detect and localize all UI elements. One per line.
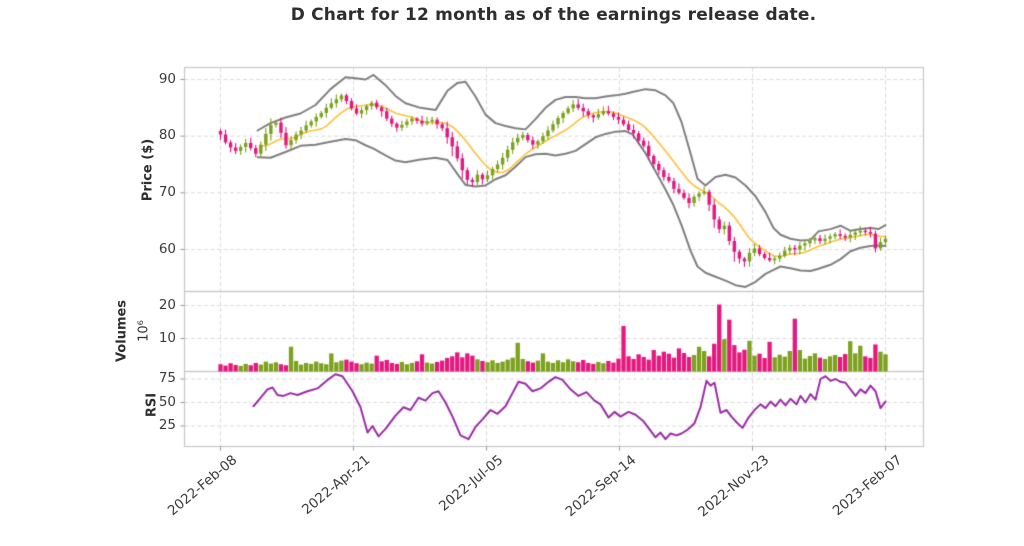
y-tick-label: 25 xyxy=(158,417,176,433)
chart-title: D Chart for 12 month as of the earnings … xyxy=(290,5,817,25)
y-tick-label: 50 xyxy=(158,393,176,410)
y-tick-label: 90 xyxy=(158,70,176,87)
y-tick-label: 20 xyxy=(158,296,176,313)
y-tick-label: 10 xyxy=(158,329,176,346)
y-tick-label: 75 xyxy=(158,370,176,386)
y-tick-label: 80 xyxy=(158,127,176,144)
y-tick-label: 70 xyxy=(158,183,176,200)
y-tick-label: 60 xyxy=(158,240,176,257)
